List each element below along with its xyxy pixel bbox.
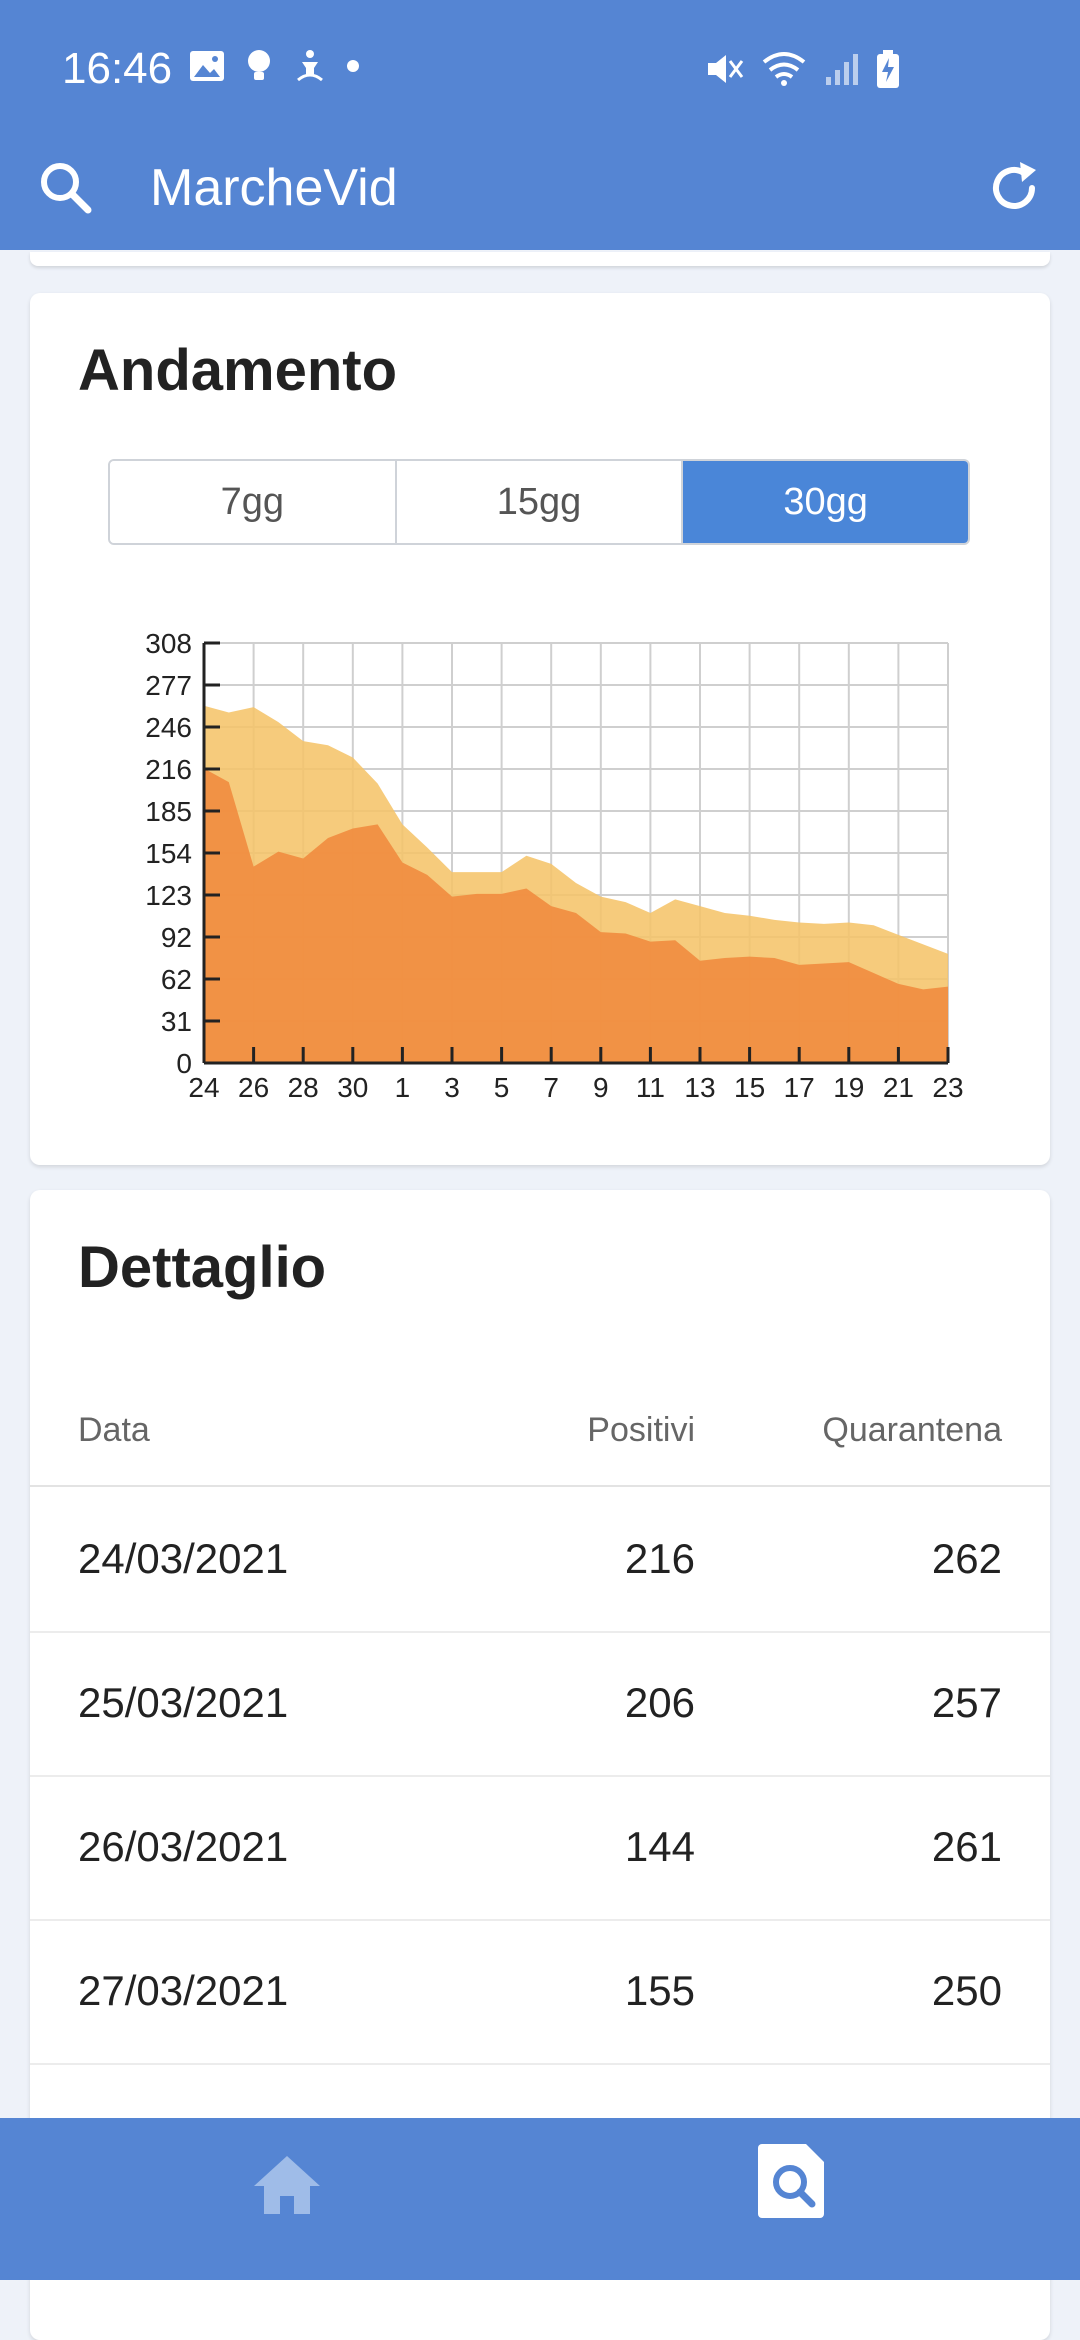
image-icon <box>190 51 224 81</box>
x-tick-label: 24 <box>188 1072 219 1103</box>
battery-charging-icon <box>877 50 899 88</box>
status-time: 16:46 <box>62 44 173 93</box>
x-tick-label: 21 <box>883 1072 914 1103</box>
row-quarantena: 250 <box>931 1967 1002 2014</box>
x-tick-label: 13 <box>684 1072 715 1103</box>
segment-15gg[interactable]: 15gg <box>394 461 682 543</box>
row-positivi: 206 <box>624 1679 695 1726</box>
table-row: 26/03/2021 144 261 <box>30 1775 1050 1921</box>
row-quarantena: 262 <box>931 1535 1002 1582</box>
y-tick-label: 62 <box>161 964 192 995</box>
x-tick-label: 7 <box>543 1072 559 1103</box>
search-icon[interactable] <box>36 158 96 218</box>
table-row: 24/03/2021 216 262 <box>30 1487 1050 1633</box>
x-tick-label: 3 <box>444 1072 460 1103</box>
top-bar: 16:46 MarcheVid <box>0 0 1080 250</box>
column-quarantena: Quarantena <box>822 1411 1002 1449</box>
y-tick-label: 308 <box>145 628 192 659</box>
refresh-icon[interactable] <box>984 158 1044 218</box>
y-tick-label: 123 <box>145 880 192 911</box>
period-selector: 7gg 15gg 30gg <box>108 459 970 545</box>
y-tick-label: 31 <box>161 1006 192 1037</box>
y-tick-label: 154 <box>145 838 192 869</box>
mute-icon <box>708 55 744 83</box>
document-search-icon[interactable] <box>756 2140 830 2220</box>
x-tick-label: 30 <box>337 1072 368 1103</box>
row-date: 27/03/2021 <box>78 1967 289 2014</box>
status-bar: 16:46 <box>0 0 1080 140</box>
detail-card-title: Dettaglio <box>78 1235 327 1300</box>
segment-7gg[interactable]: 7gg <box>110 461 395 543</box>
x-tick-label: 19 <box>833 1072 864 1103</box>
accessibility-icon <box>297 50 323 82</box>
x-tick-label: 23 <box>932 1072 963 1103</box>
x-tick-label: 9 <box>593 1072 609 1103</box>
x-tick-label: 11 <box>636 1072 665 1103</box>
column-positivi: Positivi <box>587 1411 695 1449</box>
segment-30gg[interactable]: 30gg <box>681 461 968 543</box>
row-quarantena: 257 <box>931 1679 1002 1726</box>
signal-icon <box>826 54 858 85</box>
home-icon[interactable] <box>250 2148 324 2222</box>
x-tick-label: 17 <box>784 1072 815 1103</box>
wifi-icon <box>762 52 806 86</box>
lightbulb-icon <box>248 50 270 80</box>
table-row: 27/03/2021 155 250 <box>30 1919 1050 2065</box>
row-date: 25/03/2021 <box>78 1679 289 1726</box>
row-date: 26/03/2021 <box>78 1823 289 1870</box>
chart-card: Andamento 7gg 15gg 30gg 308 277 246 216 185 1… <box>30 293 1050 1165</box>
row-positivi: 144 <box>624 1823 695 1870</box>
area-series-2 <box>204 768 948 1063</box>
x-tick-label: 15 <box>734 1072 765 1103</box>
previous-card-edge <box>30 252 1050 266</box>
row-date: 24/03/2021 <box>78 1535 289 1582</box>
y-tick-label: 246 <box>145 712 192 743</box>
bottom-navigation <box>0 2118 1080 2280</box>
table-row: 25/03/2021 206 257 <box>30 1631 1050 1777</box>
y-tick-label: 277 <box>145 670 192 701</box>
y-tick-label: 92 <box>161 922 192 953</box>
x-tick-label: 26 <box>238 1072 269 1103</box>
row-quarantena: 261 <box>931 1823 1002 1870</box>
chart-card-title: Andamento <box>78 338 397 403</box>
dot-icon <box>347 60 359 72</box>
y-tick-label: 0 <box>176 1048 192 1079</box>
table-header: Data Positivi Quarantena <box>30 1375 1050 1487</box>
x-tick-label: 1 <box>395 1072 411 1103</box>
x-tick-label: 5 <box>494 1072 510 1103</box>
y-tick-label: 185 <box>145 796 192 827</box>
y-tick-label: 216 <box>145 754 192 785</box>
row-positivi: 155 <box>624 1967 695 2014</box>
x-tick-label: 28 <box>288 1072 319 1103</box>
app-title: MarcheVid <box>150 159 398 217</box>
row-positivi: 216 <box>624 1535 695 1582</box>
notification-icons <box>188 48 360 84</box>
app-bar: MarcheVid <box>0 140 1080 250</box>
column-data: Data <box>78 1411 150 1449</box>
system-icons <box>704 50 900 88</box>
